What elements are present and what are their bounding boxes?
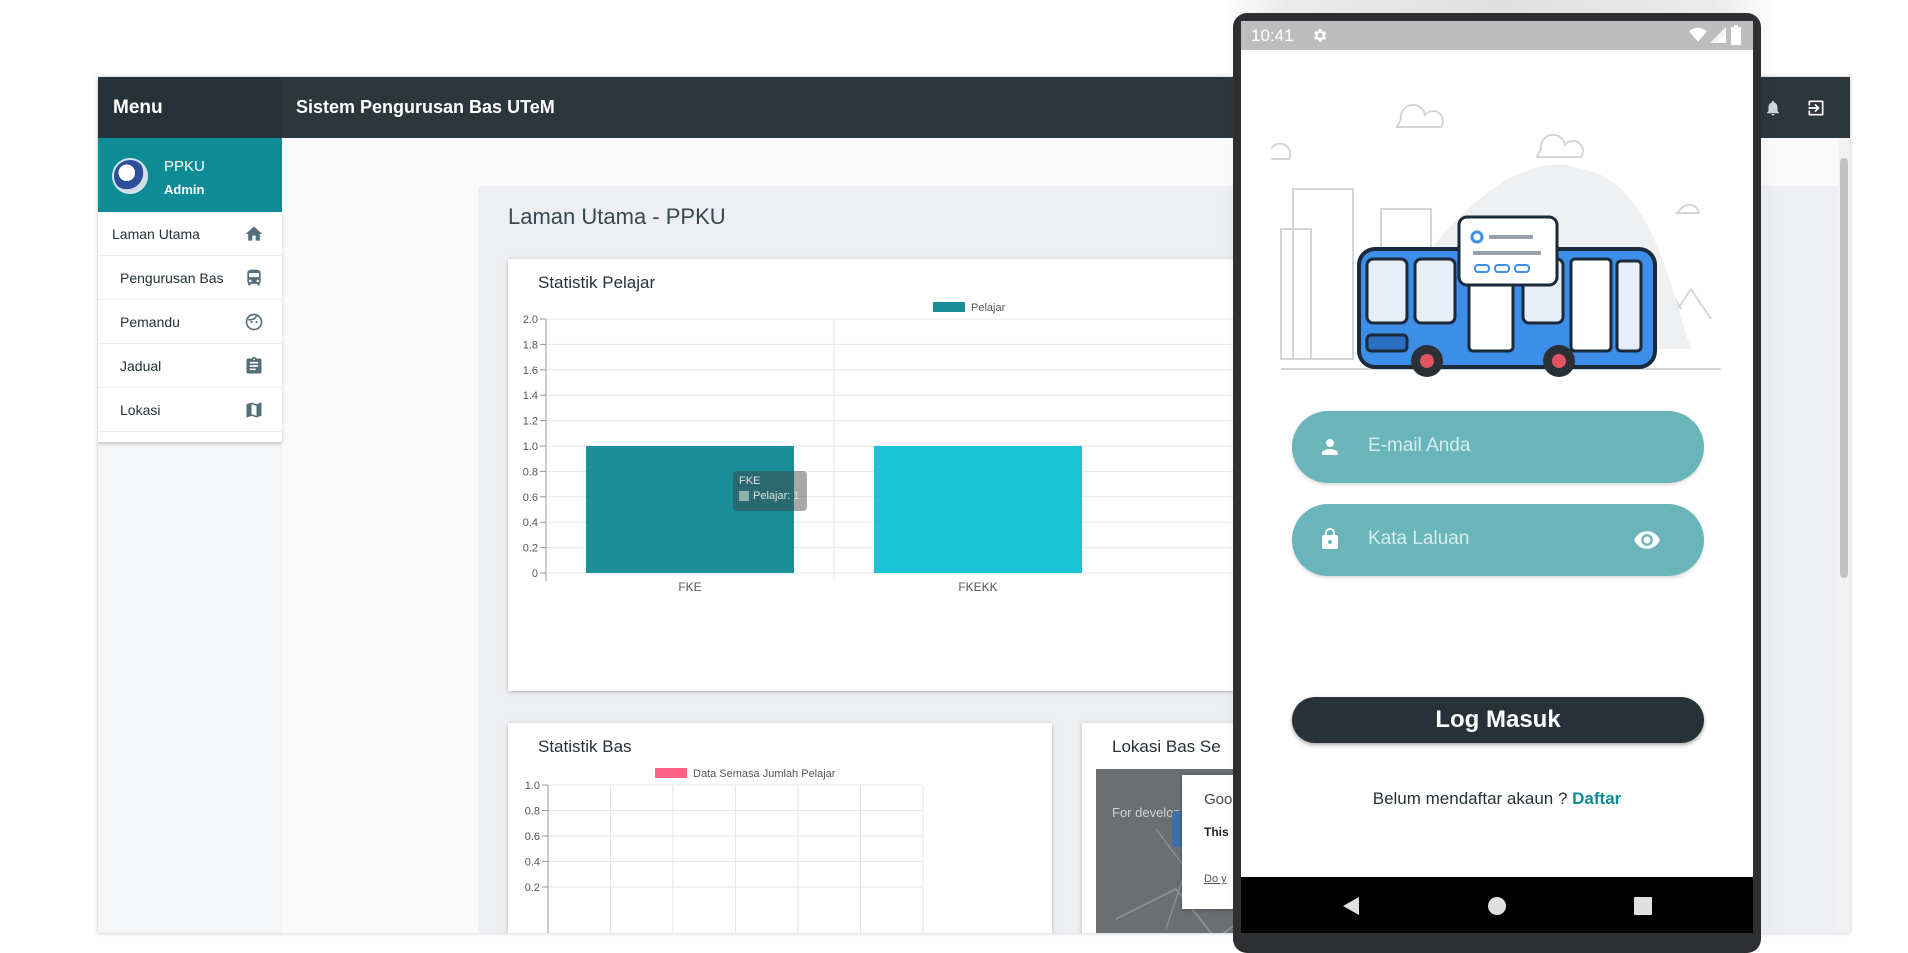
wifi-icon: [1689, 27, 1707, 42]
login-button[interactable]: Log Masuk: [1292, 697, 1704, 743]
y-tick-label: 0.2: [523, 543, 538, 555]
android-nav-bar: [1241, 877, 1753, 933]
chart-tooltip: FKE Pelajar: 1: [733, 471, 807, 511]
sidebar-item-lokasi[interactable]: Lokasi: [98, 388, 282, 432]
legend-label: Data Semasa Jumlah Pelajar: [693, 768, 836, 780]
clipboard-icon: [246, 356, 262, 374]
card-title: Statistik Pelajar: [538, 273, 656, 292]
legend-swatch: [655, 768, 687, 778]
register-prompt: Belum mendaftar akaun ?: [1372, 789, 1568, 808]
map-dev-text: For develop: [1112, 805, 1181, 820]
tooltip-title: FKE: [739, 475, 761, 487]
y-tick-label: 1.6: [523, 365, 538, 377]
y-tick-label: 1.0: [523, 441, 538, 453]
y-tick-label: 0.4: [523, 517, 538, 529]
sidebar-item-laman-utama[interactable]: Laman Utama: [98, 212, 282, 256]
card-title: Statistik Bas: [538, 737, 632, 756]
tooltip-swatch: [739, 491, 749, 501]
avatar: [112, 158, 148, 194]
register-link[interactable]: Daftar: [1572, 789, 1622, 808]
bar-fke: [586, 446, 794, 573]
email-field[interactable]: E-mail Anda: [1292, 411, 1704, 483]
page-title: Laman Utama - PPKU: [508, 204, 726, 229]
y-tick-label: 1.8: [523, 339, 538, 351]
user-name: PPKU: [164, 158, 205, 175]
y-tick-label: 1.4: [523, 390, 538, 402]
y-tick-label: 1.2: [523, 416, 538, 428]
bell-icon[interactable]: [1764, 99, 1782, 117]
home-icon: [245, 226, 263, 241]
person-icon: [1322, 439, 1338, 455]
dialog-link[interactable]: Do y: [1204, 873, 1227, 885]
scrollbar-track[interactable]: [1838, 138, 1850, 933]
home-button-icon[interactable]: [1487, 896, 1507, 916]
back-icon[interactable]: [1341, 895, 1361, 917]
sidebar-item-label: Jadual: [120, 358, 162, 374]
y-tick-label: 0.8: [523, 466, 538, 478]
eye-icon[interactable]: [1632, 526, 1662, 554]
y-tick-label: 0.2: [525, 882, 540, 894]
legend-label: Pelajar: [971, 302, 1006, 314]
password-placeholder: Kata Laluan: [1368, 528, 1470, 549]
bus-icon: [247, 269, 261, 286]
sidebar-item-pemandu[interactable]: Pemandu: [98, 300, 282, 344]
x-tick-label: FKE: [678, 580, 701, 594]
sidebar-item-label: Lokasi: [120, 402, 161, 418]
face-icon: [245, 313, 263, 331]
battery-icon: [1731, 25, 1741, 45]
status-time: 10:41: [1251, 26, 1294, 45]
logout-icon[interactable]: [1806, 98, 1826, 118]
scrollbar-thumb[interactable]: [1840, 158, 1848, 578]
bar-fkekk: [874, 446, 1082, 573]
chart-legend: Data Semasa Jumlah Pelajar: [655, 768, 836, 780]
gear-icon: [1314, 29, 1327, 42]
y-tick-label: 0.4: [525, 857, 540, 869]
sidebar-item-pengurusan-bas[interactable]: Pengurusan Bas: [98, 256, 282, 300]
sidebar-item-label: Laman Utama: [112, 226, 200, 242]
chart-legend: Pelajar: [933, 302, 1006, 314]
sidebar: PPKU Admin Laman Utama Pengurusan Bas Pe…: [98, 138, 282, 933]
y-tick-label: 0.6: [525, 831, 540, 843]
user-card: PPKU Admin: [98, 138, 282, 212]
bus-stats-card: Statistik Bas Data Semasa Jumlah Pelajar…: [508, 723, 1052, 933]
y-tick-label: 0: [532, 568, 538, 580]
y-tick-label: 2.0: [523, 314, 538, 326]
signal-icon: [1710, 27, 1726, 43]
sidebar-item-label: Pemandu: [120, 314, 180, 330]
status-bar: 10:41: [1241, 21, 1753, 50]
menu-header: Menu: [98, 77, 282, 138]
bus-stats-chart: Data Semasa Jumlah Pelajar 1.0 0.8 0.6 0.4 0.…: [525, 768, 924, 933]
email-placeholder: E-mail Anda: [1368, 435, 1471, 456]
bus-illustration: [1271, 103, 1721, 377]
recents-icon[interactable]: [1633, 896, 1653, 916]
lock-icon: [1322, 528, 1338, 549]
sidebar-item-label: Pengurusan Bas: [120, 270, 224, 286]
dialog-text: This: [1204, 825, 1229, 839]
phone-screen: 10:41: [1241, 21, 1753, 933]
sidebar-nav: Laman Utama Pengurusan Bas Pemandu Jadua…: [98, 212, 282, 442]
y-tick-label: 1.0: [525, 780, 540, 792]
app-title: Sistem Pengurusan Bas UTeM: [296, 97, 555, 117]
sidebar-item-jadual[interactable]: Jadual: [98, 344, 282, 388]
user-role: Admin: [164, 182, 205, 197]
tooltip-label: Pelajar: 1: [753, 490, 800, 502]
map-icon: [246, 402, 262, 418]
register-line: Belum mendaftar akaun ? Daftar: [1241, 789, 1753, 809]
x-tick-label: FKEKK: [958, 580, 997, 594]
student-stats-chart: Pelajar 2.0 1.8 1.6 1.4 1.2 1.0 0.8 0.6 0.4 0.2 0 FK…: [523, 302, 1508, 594]
legend-swatch: [933, 302, 965, 312]
y-tick-label: 0.6: [523, 492, 538, 504]
card-title: Lokasi Bas Se: [1112, 737, 1221, 756]
password-field[interactable]: Kata Laluan: [1292, 504, 1704, 576]
dialog-heading: Goo: [1204, 791, 1233, 808]
y-tick-label: 0.8: [525, 806, 540, 818]
